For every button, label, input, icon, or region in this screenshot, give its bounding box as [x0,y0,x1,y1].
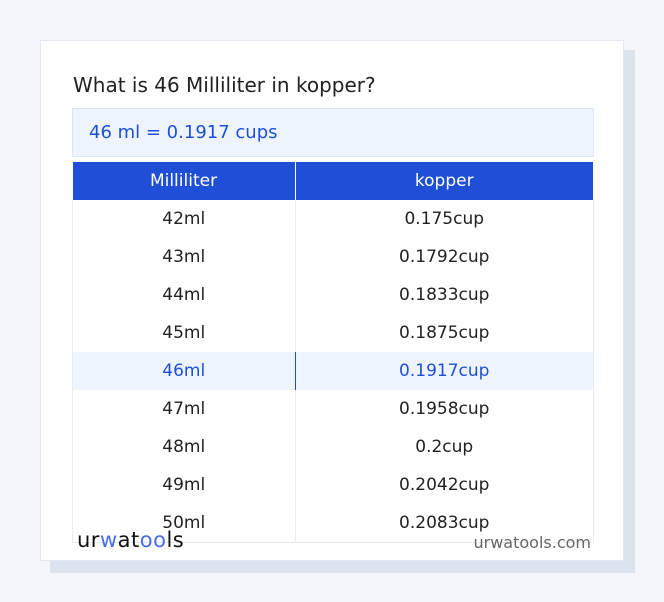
milliliter-cell: 50ml [72,504,296,543]
table-row: 49ml 0.2042cup [72,466,594,504]
milliliter-cell: 46ml [72,352,296,390]
header-kopper: kopper [295,162,594,200]
milliliter-cell: 48ml [72,428,296,466]
result-box: 46 ml = 0.1917 cups [72,108,594,157]
milliliter-cell: 49ml [72,466,296,504]
table-row: 42ml 0.175cup [72,200,594,238]
milliliter-cell: 45ml [72,314,296,352]
kopper-cell: 0.1792cup [294,238,594,276]
header-milliliter: Milliliter [72,162,296,200]
table-row: 45ml 0.1875cup [72,314,594,352]
table-row: 50ml 0.2083cup [72,504,594,543]
table-row: 48ml 0.2cup [72,428,594,466]
page-title: What is 46 Milliliter in kopper? [73,73,376,97]
kopper-cell: 0.2cup [294,428,594,466]
milliliter-cell: 43ml [72,238,296,276]
kopper-cell: 0.175cup [294,200,594,238]
milliliter-cell: 44ml [72,276,296,314]
kopper-cell: 0.1875cup [294,314,594,352]
milliliter-cell: 47ml [72,390,296,428]
table-row: 47ml 0.1958cup [72,390,594,428]
table-row: 46ml 0.1917cup [72,352,594,390]
table-row: 43ml 0.1792cup [72,238,594,276]
kopper-cell: 0.2083cup [294,504,594,543]
table-row: 44ml 0.1833cup [72,276,594,314]
kopper-cell: 0.2042cup [294,466,594,504]
kopper-cell: 0.1917cup [294,352,594,390]
milliliter-cell: 42ml [72,200,296,238]
converter-card: What is 46 Milliliter in kopper? 46 ml =… [40,40,624,561]
kopper-cell: 0.1958cup [294,390,594,428]
urwatools-logo: urwatools [77,528,185,552]
kopper-cell: 0.1833cup [294,276,594,314]
conversion-table: Milliliter kopper 42ml 0.175cup 43ml 0.1792c… [72,162,594,543]
site-link[interactable]: urwatools.com [473,533,592,552]
